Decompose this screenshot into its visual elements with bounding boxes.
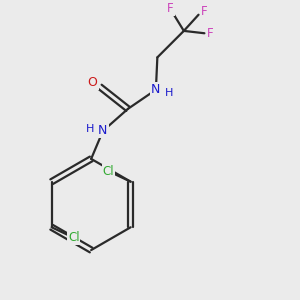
Text: H: H bbox=[165, 88, 173, 98]
Text: Cl: Cl bbox=[103, 165, 114, 178]
Text: F: F bbox=[201, 5, 208, 18]
Text: H: H bbox=[85, 124, 94, 134]
Text: O: O bbox=[88, 76, 98, 89]
Text: N: N bbox=[151, 83, 160, 96]
Text: F: F bbox=[167, 2, 174, 15]
Text: N: N bbox=[98, 124, 108, 137]
Text: F: F bbox=[207, 27, 214, 40]
Text: Cl: Cl bbox=[68, 231, 80, 244]
